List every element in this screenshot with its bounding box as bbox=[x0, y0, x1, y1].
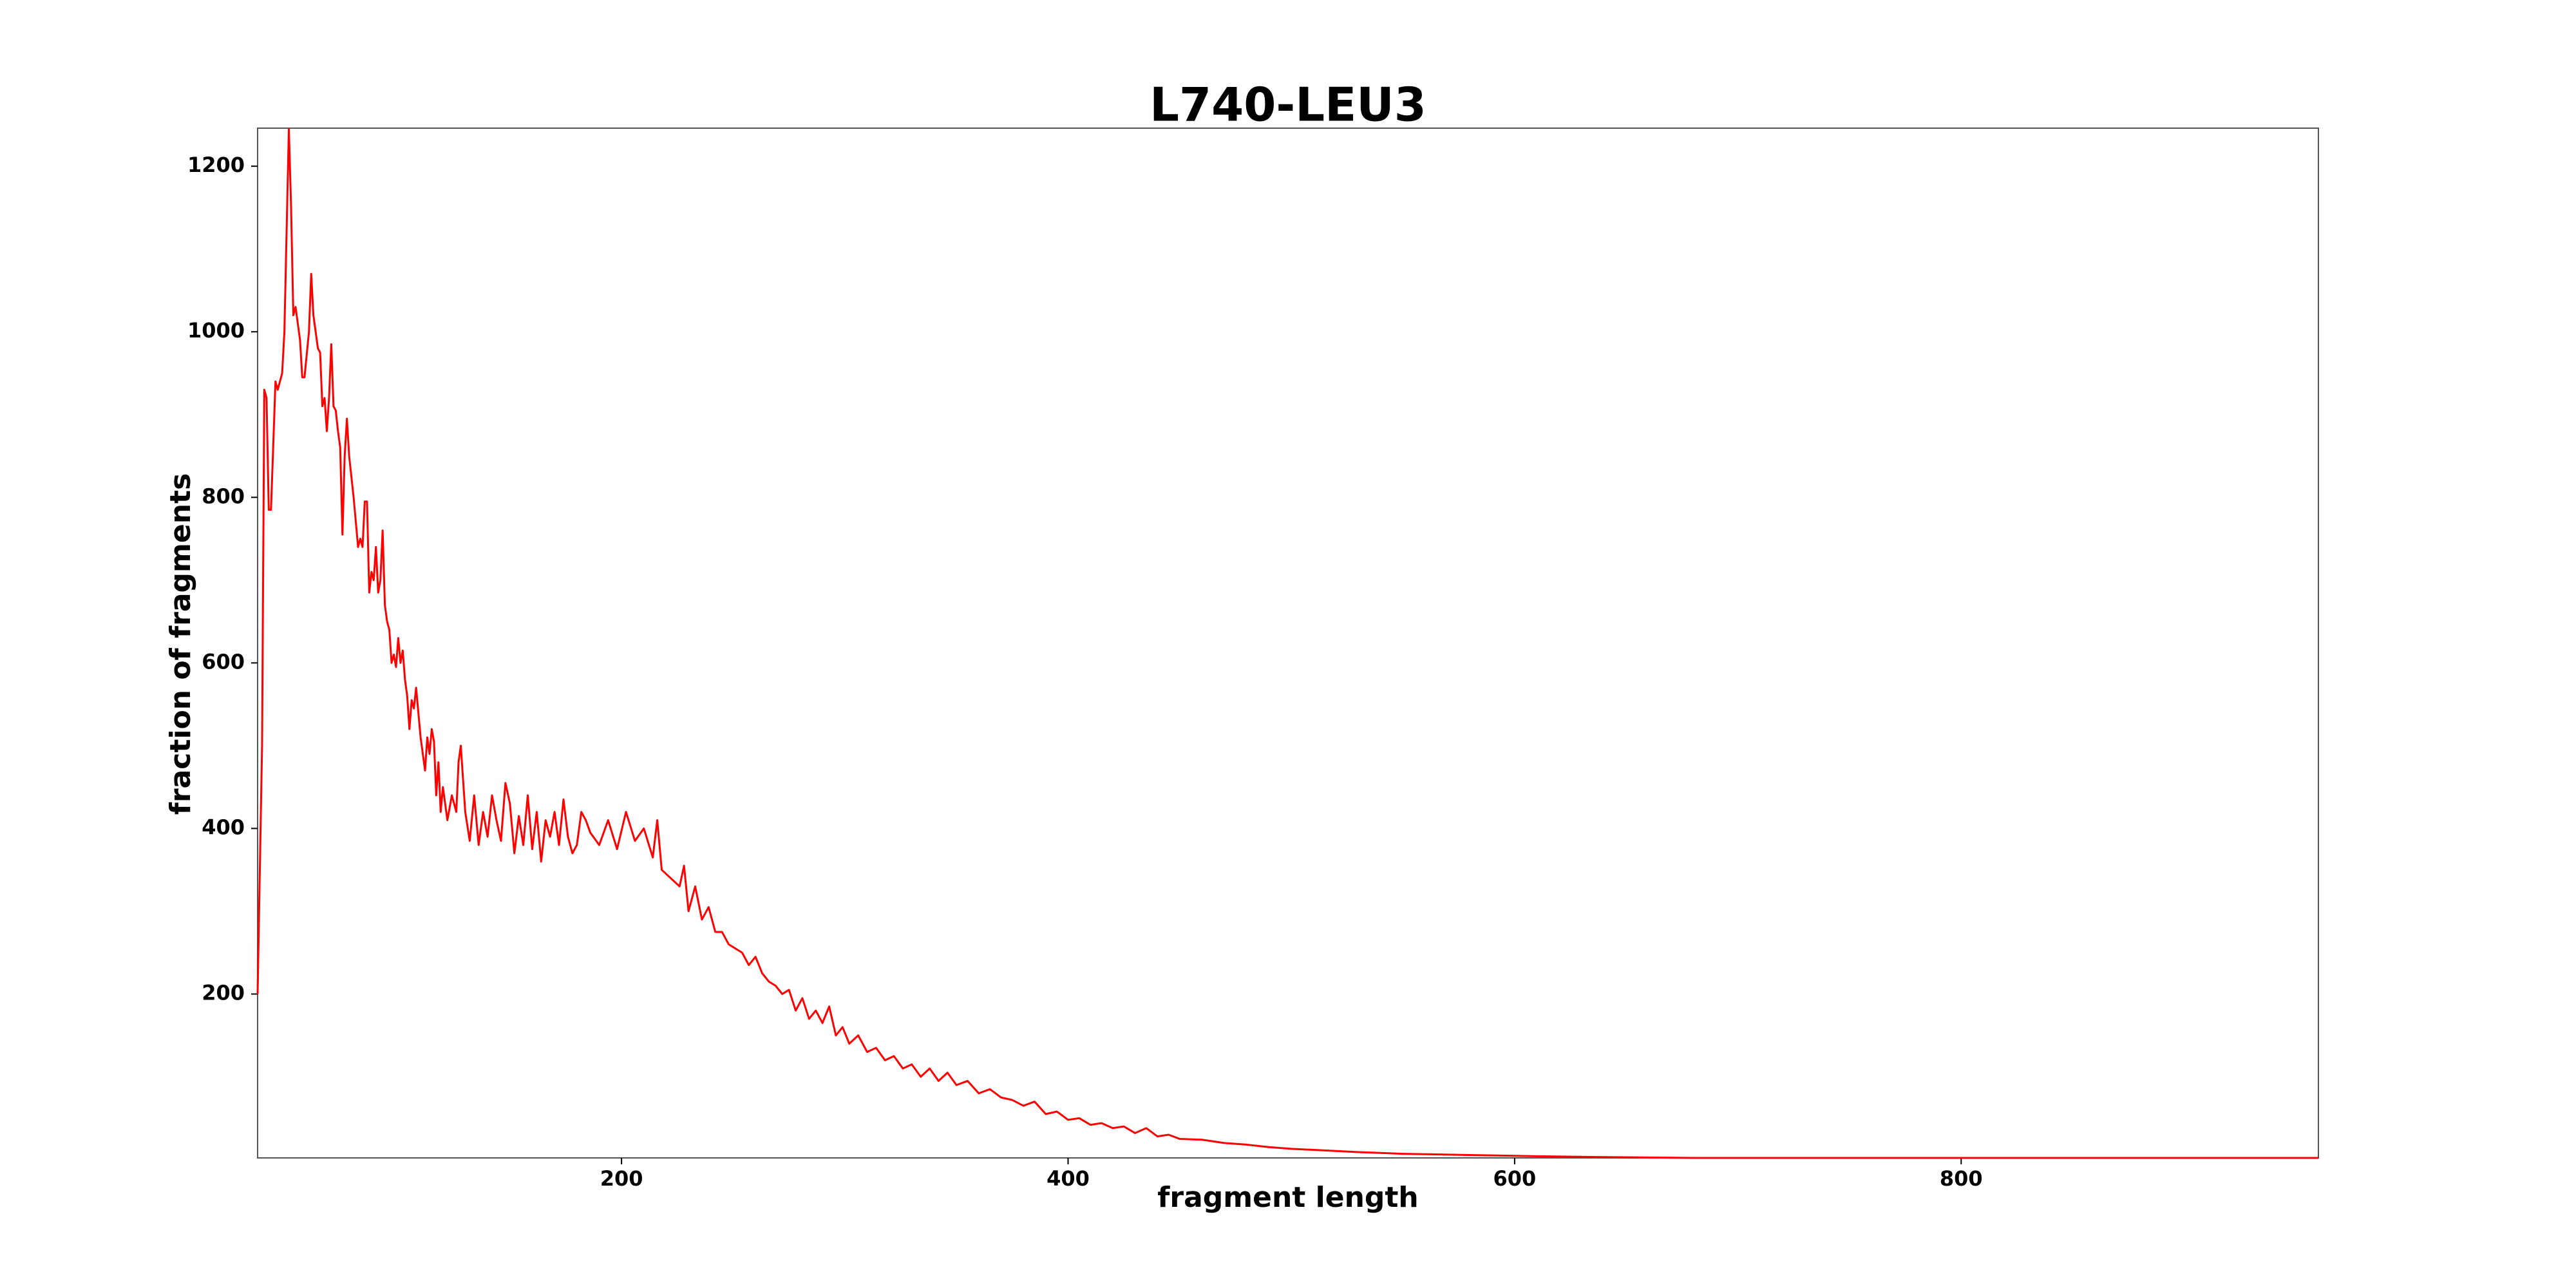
y-tick-label: 800 bbox=[202, 484, 245, 508]
y-tick-label: 1200 bbox=[187, 153, 245, 177]
x-axis-label: fragment length bbox=[1157, 1181, 1419, 1214]
y-tick-label: 200 bbox=[202, 980, 245, 1005]
x-tick-label: 600 bbox=[1493, 1166, 1536, 1191]
data-line bbox=[256, 128, 2318, 1159]
y-tick-label: 400 bbox=[202, 815, 245, 839]
x-tick-label: 400 bbox=[1046, 1166, 1090, 1191]
x-tick-label: 800 bbox=[1940, 1166, 1983, 1191]
plot-frame bbox=[257, 128, 2319, 1159]
y-tick-label: 600 bbox=[202, 649, 245, 674]
y-axis-label: fraction of fragments bbox=[164, 473, 197, 815]
chart-title: L740-LEU3 bbox=[1150, 78, 1426, 132]
x-tick-label: 200 bbox=[600, 1166, 643, 1191]
y-tick-label: 1000 bbox=[187, 318, 245, 343]
